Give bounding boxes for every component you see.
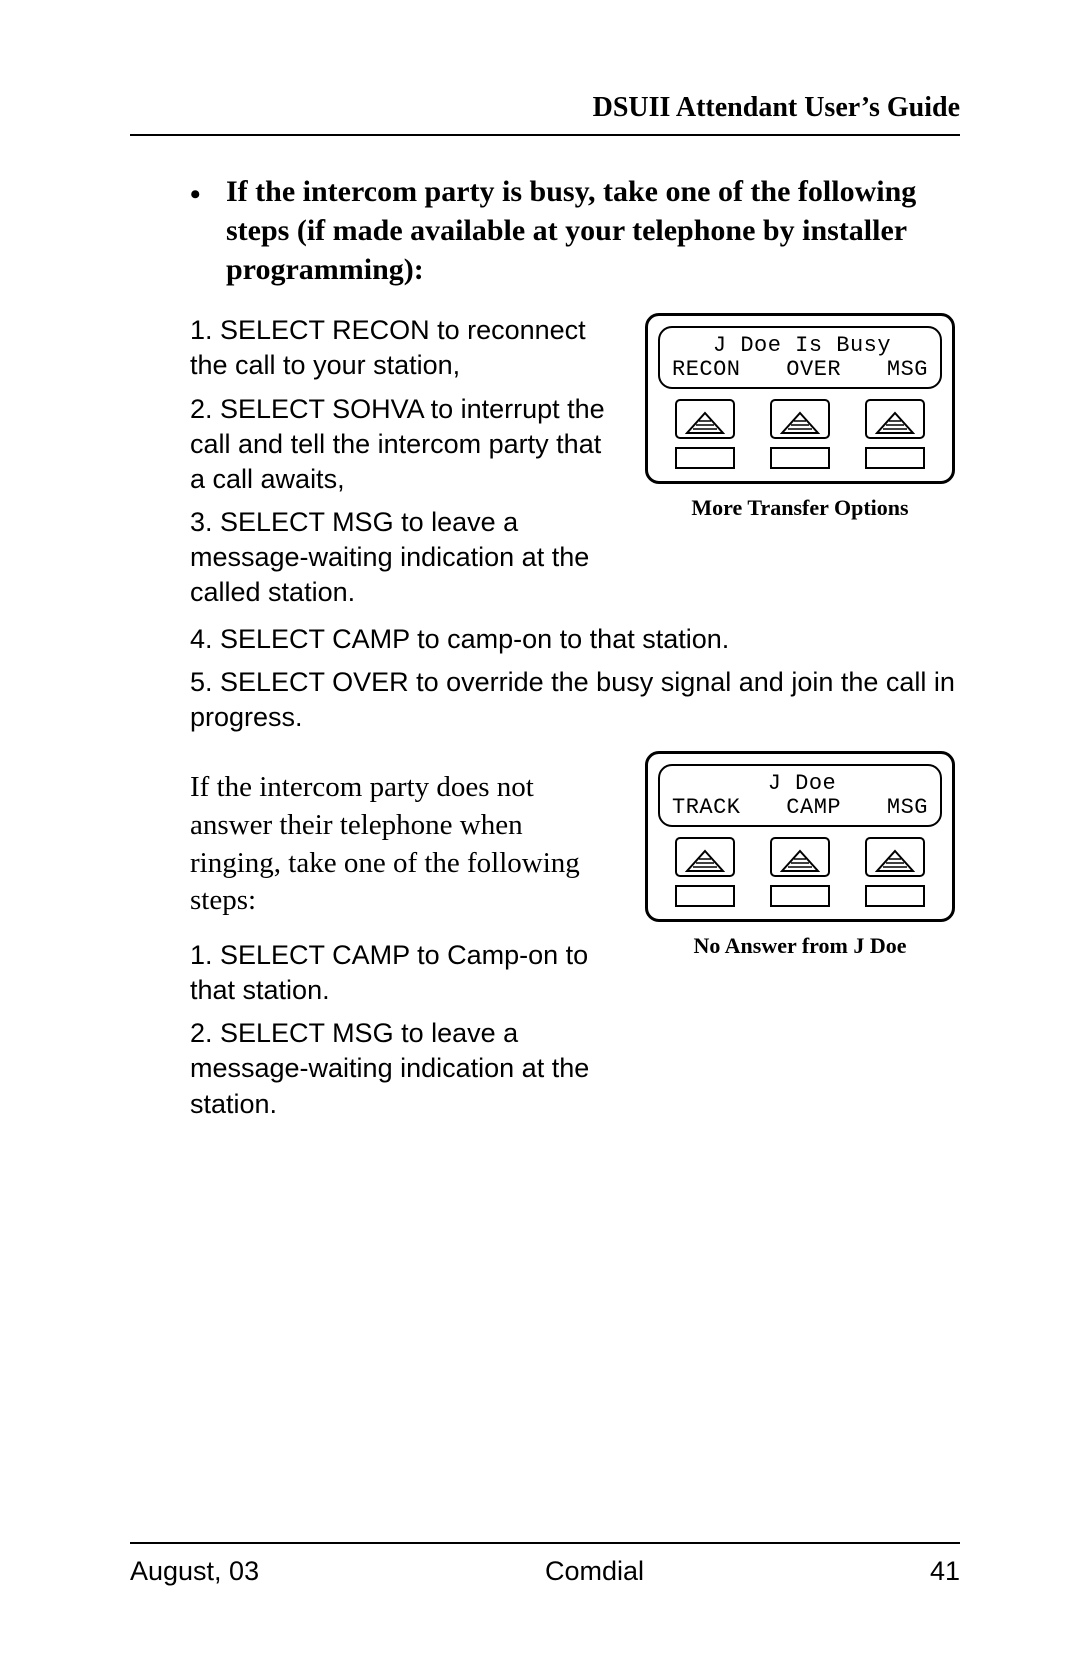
- rect-button-icon: [675, 447, 735, 469]
- section-busy: 1. SELECT RECON to reconnect the call to…: [190, 313, 960, 618]
- phone-display-2: J Doe TRACK CAMP MSG: [645, 751, 955, 922]
- rect-button-icon: [865, 885, 925, 907]
- busy-item-1: 1. SELECT RECON to reconnect the call to…: [190, 313, 610, 383]
- phone2-rect-row: [658, 885, 942, 907]
- rect-button-icon: [865, 447, 925, 469]
- phone2-triangle-row: [658, 837, 942, 877]
- phone-display-1: J Doe Is Busy RECON OVER MSG: [645, 313, 955, 484]
- no-answer-list: 1. SELECT CAMP to Camp-on to that statio…: [190, 938, 610, 1121]
- lcd2-line2: TRACK CAMP MSG: [668, 794, 932, 825]
- lcd1-softkey-right: MSG: [887, 356, 928, 385]
- no-answer-item-2: 2. SELECT MSG to leave a message-waiting…: [190, 1016, 610, 1121]
- footer-row: August, 03 Comdial 41: [130, 1554, 960, 1589]
- no-answer-text-col: If the intercom party does not answer th…: [190, 751, 610, 1129]
- busy-item-4: 4. SELECT CAMP to camp-on to that statio…: [190, 622, 960, 657]
- no-answer-intro: If the intercom party does not answer th…: [190, 769, 610, 920]
- figure-no-answer: J Doe TRACK CAMP MSG: [640, 751, 960, 960]
- document-page: DSUII Attendant User’s Guide • If the in…: [0, 0, 1080, 1669]
- page-header-title: DSUII Attendant User’s Guide: [130, 90, 960, 126]
- phone1-rect-row: [658, 447, 942, 469]
- page-footer: August, 03 Comdial 41: [130, 1542, 960, 1589]
- footer-brand: Comdial: [545, 1554, 644, 1589]
- busy-item-2: 2. SELECT SOHVA to interrupt the call an…: [190, 392, 610, 497]
- lcd2-line1: J Doe: [668, 770, 932, 794]
- lcd-screen-2: J Doe TRACK CAMP MSG: [658, 764, 942, 827]
- footer-date: August, 03: [130, 1554, 259, 1589]
- lcd1-softkey-left: RECON: [672, 356, 741, 385]
- rect-button-icon: [770, 447, 830, 469]
- triangle-button-icon: [675, 837, 735, 877]
- lcd2-softkey-mid: CAMP: [786, 794, 841, 823]
- lcd2-softkey-right: MSG: [887, 794, 928, 823]
- bullet-dot-icon: •: [190, 175, 201, 214]
- footer-rule: [130, 1542, 960, 1544]
- rect-button-icon: [675, 885, 735, 907]
- rect-button-icon: [770, 885, 830, 907]
- no-answer-item-1: 1. SELECT CAMP to Camp-on to that statio…: [190, 938, 610, 1008]
- section-no-answer: If the intercom party does not answer th…: [190, 751, 960, 1129]
- bullet-intro-text: If the intercom party is busy, take one …: [226, 175, 916, 286]
- lcd-screen-1: J Doe Is Busy RECON OVER MSG: [658, 326, 942, 389]
- busy-list-left: 1. SELECT RECON to reconnect the call to…: [190, 313, 610, 618]
- triangle-button-icon: [865, 399, 925, 439]
- header-rule: [130, 134, 960, 136]
- lcd1-line1: J Doe Is Busy: [668, 332, 932, 356]
- figure1-caption: More Transfer Options: [640, 494, 960, 523]
- busy-list-bottom: 4. SELECT CAMP to camp-on to that statio…: [190, 622, 960, 735]
- phone1-triangle-row: [658, 399, 942, 439]
- figure2-caption: No Answer from J Doe: [640, 932, 960, 961]
- footer-page-number: 41: [930, 1554, 960, 1589]
- figure-more-transfer: J Doe Is Busy RECON OVER MSG: [640, 313, 960, 522]
- lcd1-line2: RECON OVER MSG: [668, 356, 932, 387]
- busy-item-3: 3. SELECT MSG to leave a message-waiting…: [190, 505, 610, 610]
- triangle-button-icon: [675, 399, 735, 439]
- triangle-button-icon: [770, 399, 830, 439]
- triangle-button-icon: [865, 837, 925, 877]
- lcd2-softkey-left: TRACK: [672, 794, 741, 823]
- triangle-button-icon: [770, 837, 830, 877]
- lcd1-softkey-mid: OVER: [786, 356, 841, 385]
- busy-item-5: 5. SELECT OVER to override the busy sign…: [190, 665, 960, 735]
- bullet-intro: • If the intercom party is busy, take on…: [190, 172, 940, 289]
